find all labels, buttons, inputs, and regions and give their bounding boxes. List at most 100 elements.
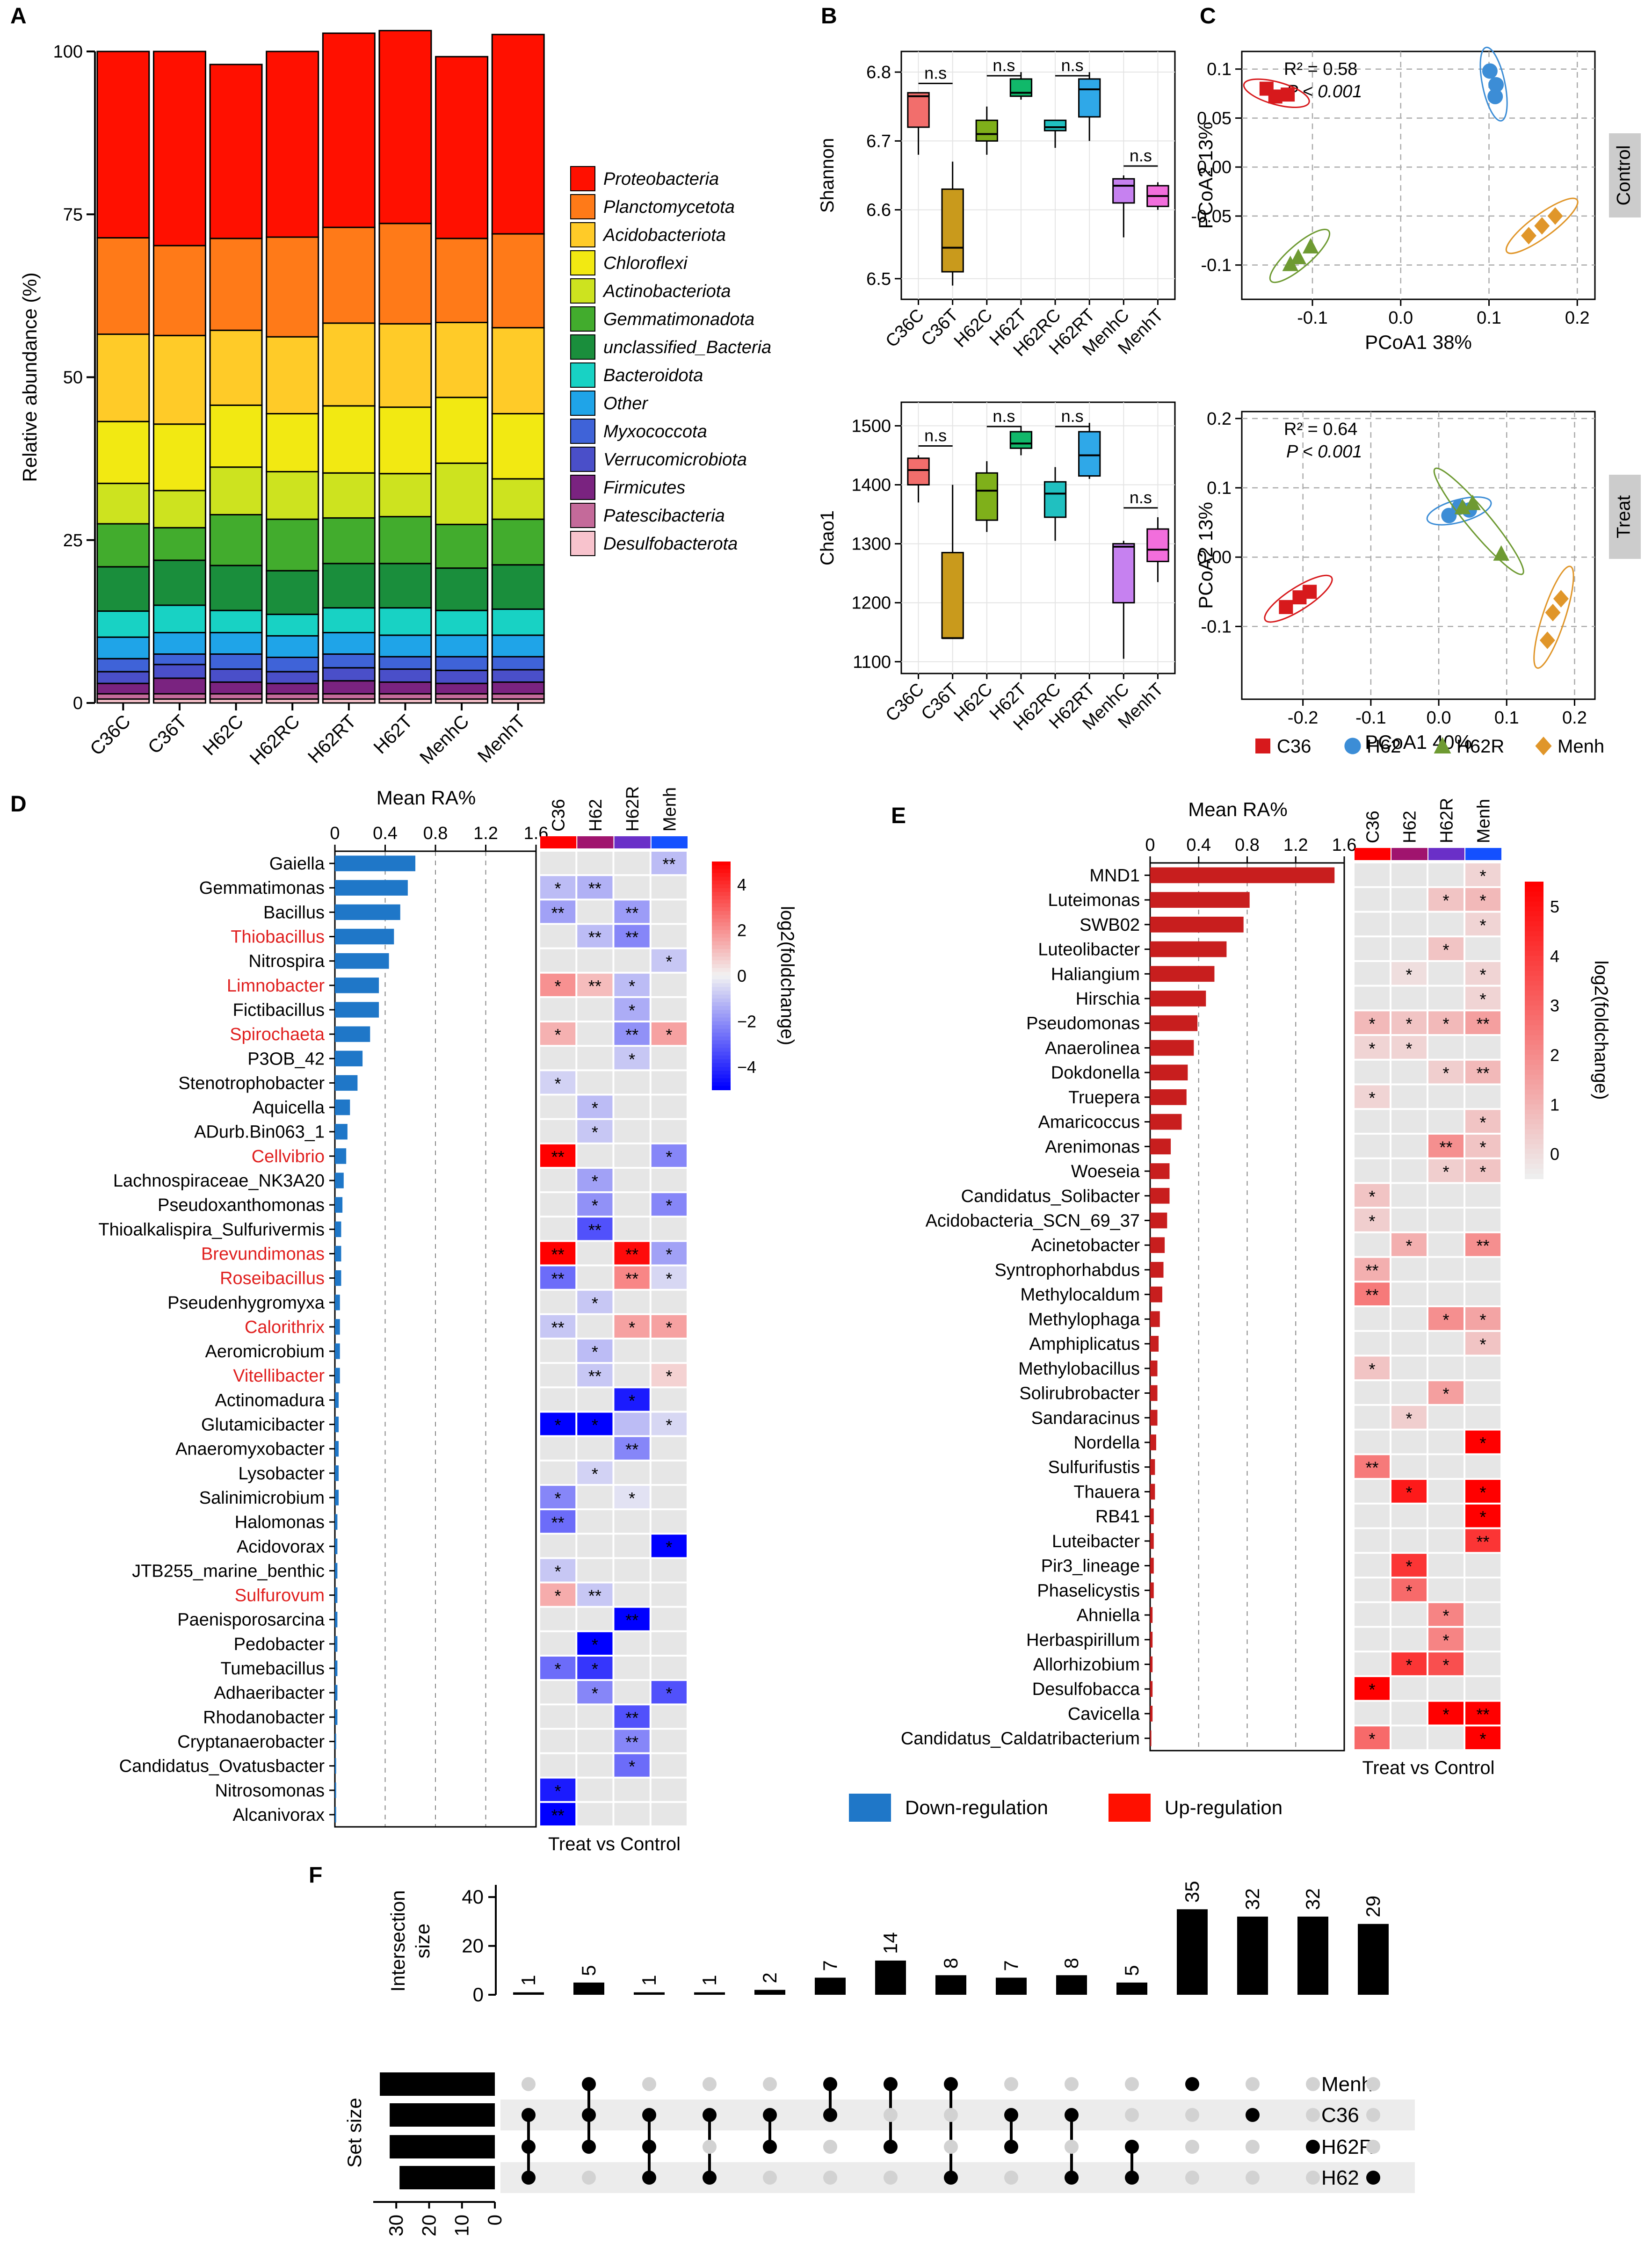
bar — [335, 1221, 341, 1238]
significance-marker: * — [666, 952, 672, 971]
heatmap-cell — [651, 1364, 687, 1387]
y-tick-label: 1100 — [853, 652, 891, 672]
significance-marker: * — [1442, 1631, 1449, 1650]
colorbar-segment — [1525, 1124, 1543, 1130]
heatmap-cell — [1465, 1332, 1500, 1355]
intersection-bar — [815, 1977, 846, 1995]
stacked-bar-segment — [491, 413, 545, 480]
stacked-bar-segment — [322, 607, 376, 634]
colorbar-segment — [712, 1010, 731, 1014]
heatmap-cell — [540, 1778, 576, 1801]
y-axis-label: PCoA2 13% — [1195, 502, 1217, 609]
significance-marker: * — [666, 1367, 672, 1386]
legend-label: Planctomycetota — [603, 197, 735, 217]
bar — [1150, 1459, 1155, 1475]
y-tick-label: 6.6 — [866, 201, 891, 220]
intersection-size-label: 7 — [1000, 1960, 1022, 1971]
colorbar-segment — [1525, 1045, 1543, 1050]
legend-swatch — [570, 362, 595, 388]
heatmap-cell — [1465, 1529, 1500, 1552]
heatmap-cell — [577, 1778, 613, 1801]
stacked-bar-segment — [152, 334, 206, 425]
bar — [1150, 1607, 1153, 1623]
heatmap-cell — [540, 973, 576, 996]
bar — [1150, 867, 1335, 883]
heatmap-cell — [1428, 1110, 1464, 1133]
stacked-bar-segment — [96, 693, 150, 700]
heatmap-cell — [1391, 1726, 1427, 1749]
genus-label: Candidatus_Solibacter — [961, 1187, 1140, 1206]
heatmap-cell — [1465, 1110, 1500, 1133]
significance-marker: * — [592, 1342, 598, 1361]
heatmap-cell — [614, 1242, 650, 1265]
bar — [335, 1245, 341, 1262]
heatmap-cell — [540, 1485, 576, 1509]
x-tick-label: H62C — [950, 305, 996, 351]
significance-marker: * — [1479, 1730, 1486, 1749]
box — [1078, 78, 1101, 118]
point-triangle — [1302, 238, 1319, 253]
point-circle — [1441, 507, 1457, 523]
bar — [1150, 941, 1227, 957]
matrix-dot-empty — [1306, 2108, 1320, 2122]
heatmap-cell — [1465, 1628, 1500, 1651]
plot-frame — [1149, 862, 1345, 1752]
bar — [335, 1563, 338, 1579]
matrix-dot-filled — [522, 2108, 536, 2122]
heatmap-cell — [614, 1120, 650, 1143]
bar — [1150, 1360, 1158, 1376]
significance-marker: ** — [625, 903, 638, 922]
stacked-bar-segment — [378, 607, 432, 636]
heatmap-cell — [540, 1095, 576, 1118]
significance-marker: * — [1479, 1162, 1486, 1181]
y-tick-label: 1500 — [851, 416, 891, 436]
bar — [1150, 1385, 1158, 1401]
matrix-dot-empty — [1125, 2108, 1139, 2122]
significance-marker: * — [1406, 1039, 1412, 1058]
colorbar-segment — [712, 862, 731, 866]
genus-label: Methylophaga — [1028, 1310, 1140, 1329]
heatmap-cell — [614, 1656, 650, 1680]
heatmap-cell — [1465, 1011, 1500, 1035]
heatmap-cell — [1428, 1209, 1464, 1231]
bar — [1150, 1163, 1170, 1179]
point-diamond — [1553, 590, 1569, 608]
matrix-dot-filled — [1246, 2108, 1260, 2122]
heatmap-cell — [651, 1510, 687, 1533]
panel-label-e: E — [891, 804, 906, 828]
heatmap-cell — [1355, 937, 1390, 960]
point-circle — [1488, 77, 1504, 93]
genus-label: Herbaspirillum — [1026, 1630, 1140, 1650]
bar — [335, 1733, 336, 1750]
colorbar-tick-label: 2 — [737, 920, 746, 940]
colorbar-segment — [1525, 921, 1543, 927]
stacked-bar-segment — [378, 406, 432, 475]
x-tick-label: C36C — [882, 305, 928, 351]
x-tick-label: 1.6 — [1332, 835, 1357, 855]
box — [1112, 178, 1135, 204]
point-diamond — [1521, 227, 1536, 245]
colorbar-segment — [1525, 1050, 1543, 1056]
colorbar-segment — [712, 1055, 731, 1060]
matrix-dot-empty — [1125, 2077, 1139, 2091]
colorbar-segment — [1525, 886, 1543, 892]
bar — [1150, 1138, 1171, 1155]
intersection-bar — [1297, 1916, 1328, 1995]
stacked-bar-segment — [96, 483, 150, 525]
matrix-dot-filled — [1125, 2171, 1139, 2185]
significance-marker: * — [666, 1147, 672, 1166]
confidence-ellipse — [1505, 197, 1579, 254]
heatmap-cell — [540, 1705, 576, 1728]
significance-marker: * — [1406, 1557, 1412, 1576]
stacked-bar-segment — [266, 682, 319, 695]
genus-label: Syntrophorhabdus — [994, 1260, 1140, 1280]
significance-marker: ** — [551, 903, 565, 922]
heatmap-cell — [651, 949, 687, 972]
genus-label: Truepera — [1068, 1088, 1140, 1108]
matrix-dot-filled — [642, 2171, 656, 2185]
legend-swatch — [1109, 1794, 1151, 1822]
stacked-bar-segment — [266, 336, 319, 415]
x-tick-label: H62C — [199, 711, 247, 759]
stacked-bar-segment — [435, 656, 489, 671]
